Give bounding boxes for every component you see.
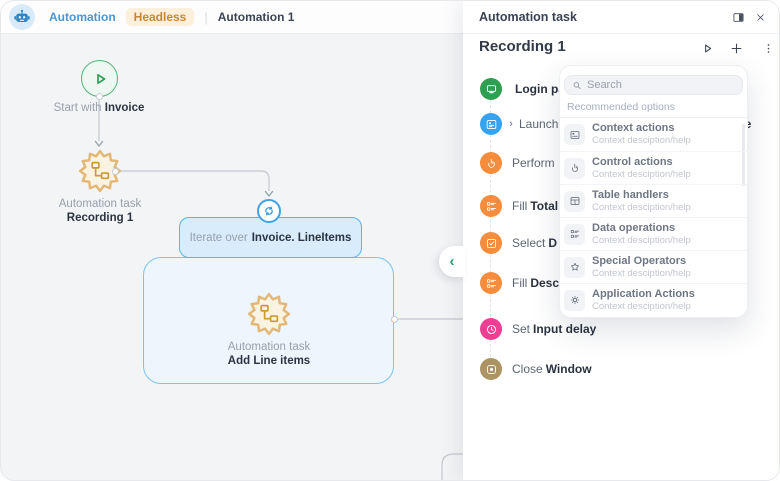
robot-icon: [14, 9, 30, 22]
step-row-fill-total[interactable]: Fill Total: [480, 195, 558, 217]
close-panel-button[interactable]: [749, 6, 771, 28]
start-node[interactable]: [81, 60, 118, 97]
breadcrumb-app[interactable]: Automation: [49, 10, 116, 24]
context-actions-icon: [564, 124, 585, 145]
option-data-operations[interactable]: Data operations Context desciption/help: [560, 217, 747, 250]
step-row-launch[interactable]: › Launch: [480, 113, 561, 135]
plus-icon: [731, 43, 741, 53]
automation-task-node-2[interactable]: [246, 291, 292, 337]
loop-badge[interactable]: [257, 199, 281, 223]
application-actions-icon: [564, 289, 585, 311]
headless-badge: Headless: [125, 8, 195, 26]
recording-menu-button[interactable]: [757, 37, 779, 59]
start-node-label: Start with Invoice: [53, 102, 145, 114]
panel-collapse-handle[interactable]: ‹: [439, 246, 465, 277]
run-recording-button[interactable]: [696, 37, 718, 59]
task1-label: Automation task Recording 1: [58, 198, 142, 224]
hand-icon: [480, 152, 502, 174]
step-row-fill-desc[interactable]: Fill Desc: [480, 272, 559, 294]
dropdown-scrollbar[interactable]: [742, 124, 745, 186]
breadcrumb-divider: |: [204, 9, 208, 25]
launch-icon: [480, 113, 502, 135]
dropdown-divider: [560, 117, 747, 118]
clock-icon: [480, 318, 502, 340]
robot-avatar[interactable]: [9, 4, 35, 30]
step-row-perform[interactable]: Perform: [480, 152, 558, 174]
close-icon: [756, 13, 764, 21]
dock-icon: [732, 12, 744, 22]
form-icon: [480, 195, 502, 217]
option-control-actions[interactable]: Control actions Context desciption/help: [560, 151, 747, 184]
start-node-port: [95, 92, 103, 100]
breadcrumb-workflow: Automation 1: [217, 10, 295, 24]
special-operators-icon: [564, 256, 585, 278]
monitor-icon: [480, 78, 502, 100]
task-hierarchy-icon: [91, 161, 110, 180]
table-handlers-icon: [564, 190, 585, 212]
automation-task-panel: Automation task Recording 1: [463, 1, 779, 480]
option-application-actions[interactable]: Application Actions Context desciption/he…: [560, 283, 747, 316]
steps-connector-line: [490, 100, 491, 362]
automation-task-node[interactable]: [77, 148, 123, 194]
dropdown-options: Context actions Context desciption/help C…: [560, 118, 747, 316]
search-icon: [573, 81, 581, 89]
option-special-operators[interactable]: Special Operators Context desciption/help: [560, 250, 747, 283]
step-row-close-window[interactable]: Close Window: [480, 358, 592, 380]
recording-title: Recording 1: [479, 38, 566, 55]
task-hierarchy-icon: [260, 304, 279, 323]
option-table-handlers[interactable]: Table handlers Context desciption/help: [560, 184, 747, 217]
step-row-select[interactable]: Select D: [480, 232, 557, 254]
stop-icon: [480, 358, 502, 380]
dock-panel-button[interactable]: [727, 6, 749, 28]
iterate-box-port: [390, 315, 398, 323]
add-step-button[interactable]: [725, 37, 747, 59]
loop-icon: [265, 206, 273, 216]
data-operations-icon: [564, 223, 585, 245]
connector-lines: [94, 97, 463, 480]
add-step-dropdown: Recommended options Context actionsConte…: [559, 65, 748, 318]
play-icon: [704, 44, 711, 52]
option-context-actions[interactable]: Context actions Context desciption/help: [560, 118, 747, 151]
select-icon: [480, 232, 502, 254]
play-icon: [96, 73, 105, 84]
kebab-icon: [767, 43, 769, 53]
panel-title: Automation task: [479, 10, 577, 24]
iterate-header[interactable]: Iterate over Invoice. LineItems: [179, 217, 362, 258]
task1-port: [112, 167, 119, 175]
step-row-input-delay[interactable]: Set Input delay: [480, 318, 596, 340]
dropdown-section-label: Recommended options: [567, 101, 675, 113]
expander-chevron-icon[interactable]: ›: [509, 118, 513, 130]
search-input[interactable]: [586, 79, 735, 91]
task2-label: Automation task Add Line items: [227, 341, 311, 367]
collapse-chevron-icon: ‹: [449, 253, 455, 270]
step-row-login[interactable]: Login pa: [480, 78, 565, 100]
form-icon: [480, 272, 502, 294]
control-actions-icon: [564, 157, 585, 179]
search-box[interactable]: [564, 75, 743, 95]
panel-header: Automation task: [463, 1, 779, 34]
